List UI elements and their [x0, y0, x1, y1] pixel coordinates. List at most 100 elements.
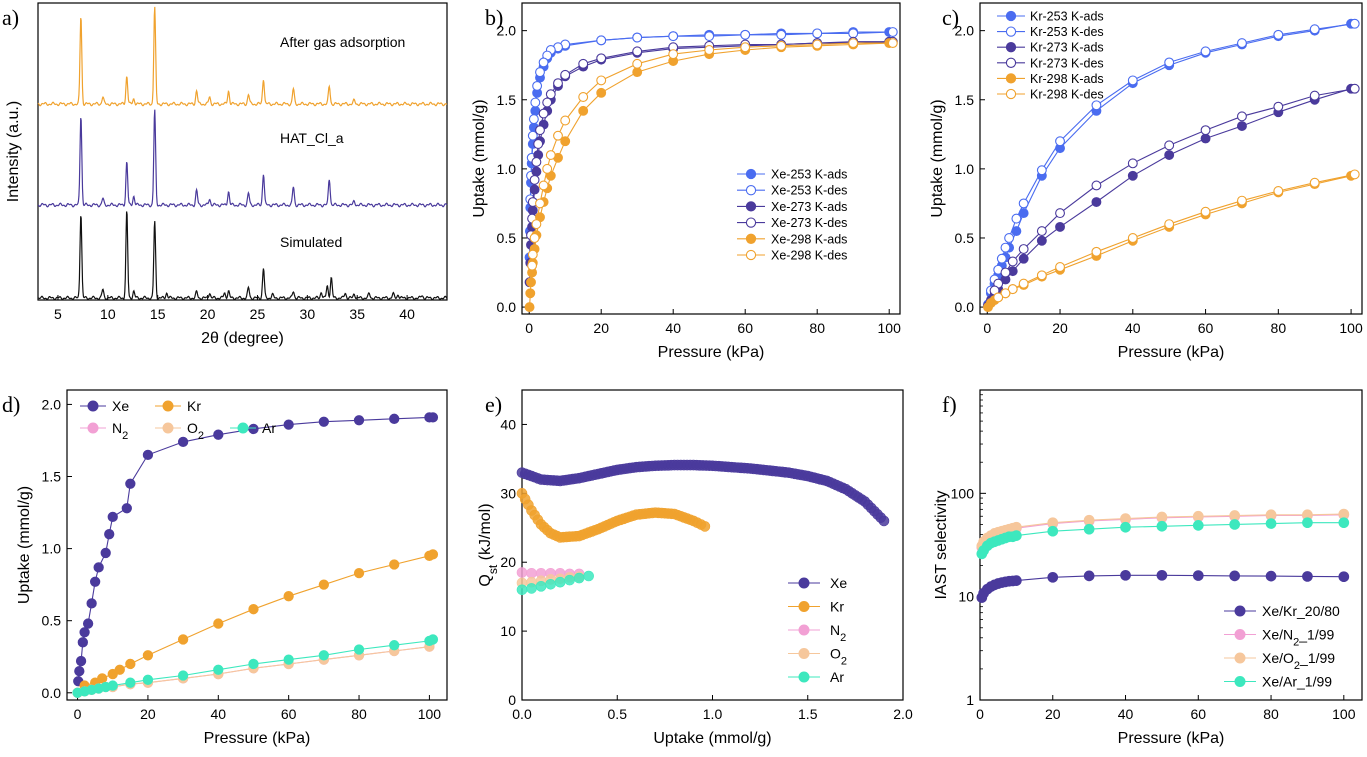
- y-tick-label: 1.0: [955, 161, 975, 177]
- legend-label: Kr: [187, 398, 201, 414]
- data-point: [1091, 100, 1102, 111]
- data-point: [1011, 530, 1022, 541]
- legend-label: O2: [187, 420, 204, 442]
- data-point: [427, 634, 439, 645]
- data-point: [1036, 270, 1047, 281]
- data-point: [1309, 90, 1320, 101]
- data-point: [1047, 525, 1059, 537]
- y-tick-label: 0: [508, 692, 516, 708]
- legend-label: Xe/Kr_20/80: [1262, 603, 1340, 619]
- legend-marker: [87, 422, 99, 434]
- x-tick-label: 5: [54, 306, 62, 322]
- legend-marker: [1234, 629, 1246, 640]
- data-point: [1273, 29, 1284, 40]
- data-point: [1349, 18, 1360, 29]
- data-point: [529, 233, 540, 243]
- data-point: [1156, 511, 1168, 523]
- data-point: [142, 650, 154, 661]
- data-point: [177, 670, 189, 681]
- y-tick-label: 1: [966, 692, 974, 708]
- data-point: [1091, 197, 1102, 207]
- data-point: [526, 567, 537, 579]
- data-point: [79, 627, 90, 638]
- data-point: [1265, 509, 1277, 521]
- data-point: [527, 130, 538, 141]
- y-tick-label: 1.5: [955, 92, 975, 108]
- pattern-label: HAT_Cl_a: [280, 130, 344, 146]
- x-tick-label: 80: [1263, 706, 1279, 722]
- plot-frame-e: [521, 389, 904, 701]
- data-point: [516, 567, 528, 578]
- y-tick-label: 0.5: [955, 230, 975, 246]
- data-point: [535, 198, 545, 209]
- data-point: [578, 105, 589, 116]
- x-tick-label: 1.5: [798, 706, 818, 722]
- y-tick-label: 0.5: [42, 613, 62, 629]
- pattern-HAT_Cl_a: [37, 109, 448, 208]
- data-point: [1127, 158, 1138, 169]
- data-point: [1055, 136, 1065, 147]
- panel-letter-f: f): [942, 392, 957, 417]
- data-point: [100, 547, 111, 559]
- plot-frame-d: [66, 389, 448, 701]
- x-tick-label: 80: [351, 706, 367, 722]
- legend-marker: [798, 671, 810, 683]
- data-point: [538, 57, 549, 68]
- data-point: [740, 29, 751, 40]
- x-tick-label: 0.0: [512, 706, 532, 722]
- data-point: [427, 412, 439, 423]
- series-line-Kr-298 K-des: [997, 173, 1355, 298]
- data-point: [1338, 517, 1350, 529]
- legend-marker: [745, 168, 757, 180]
- data-point: [427, 549, 439, 560]
- legend-label: Xe-298 K-ads: [771, 232, 847, 246]
- data-point: [596, 35, 607, 46]
- data-point: [1000, 267, 1011, 278]
- data-point: [528, 114, 539, 125]
- legend-marker: [1005, 10, 1017, 22]
- data-point: [996, 253, 1007, 264]
- data-point: [1018, 278, 1029, 289]
- data-point: [525, 288, 536, 299]
- data-point: [542, 163, 553, 174]
- x-tick-label: 80: [809, 320, 825, 336]
- data-point: [1200, 206, 1211, 217]
- data-point: [668, 31, 679, 42]
- legend-label: Kr-273 K-des: [1030, 56, 1104, 70]
- data-point: [1120, 521, 1131, 533]
- data-point: [1229, 570, 1241, 582]
- x-axis-label: Pressure (kPa): [658, 344, 765, 361]
- data-point: [553, 78, 563, 89]
- data-point: [1007, 256, 1018, 267]
- x-tick-label: 40: [1125, 320, 1141, 336]
- data-point: [1127, 170, 1138, 181]
- legend-marker: [798, 648, 810, 659]
- legend-label: N2: [112, 420, 128, 442]
- data-point: [353, 415, 365, 426]
- y-tick-label: 1.0: [497, 161, 517, 177]
- data-point: [554, 576, 566, 588]
- panel-letter-b: b): [485, 5, 503, 30]
- data-point: [1055, 221, 1065, 232]
- data-point: [104, 529, 115, 540]
- data-point: [632, 67, 643, 78]
- panel-letter-d: d): [2, 392, 20, 417]
- legend-label: Kr-298 K-des: [1030, 88, 1104, 102]
- y-axis-label: Uptake (mmol/g): [929, 99, 946, 217]
- data-point: [632, 58, 643, 69]
- data-point: [1127, 75, 1138, 86]
- panel-letter-e: e): [485, 392, 502, 417]
- data-point: [82, 618, 94, 629]
- legend-label: Xe/O2_1/99: [1262, 650, 1335, 672]
- plot-frame-c: [979, 2, 1363, 315]
- data-point: [1164, 150, 1175, 160]
- data-point: [583, 570, 594, 582]
- data-point: [1000, 288, 1011, 299]
- data-point: [1236, 121, 1247, 131]
- y-tick-label: 2.0: [42, 396, 62, 412]
- data-point: [1018, 198, 1029, 209]
- y-tick-label: 1.0: [42, 541, 62, 557]
- data-point: [1083, 570, 1095, 582]
- data-point: [1007, 284, 1018, 295]
